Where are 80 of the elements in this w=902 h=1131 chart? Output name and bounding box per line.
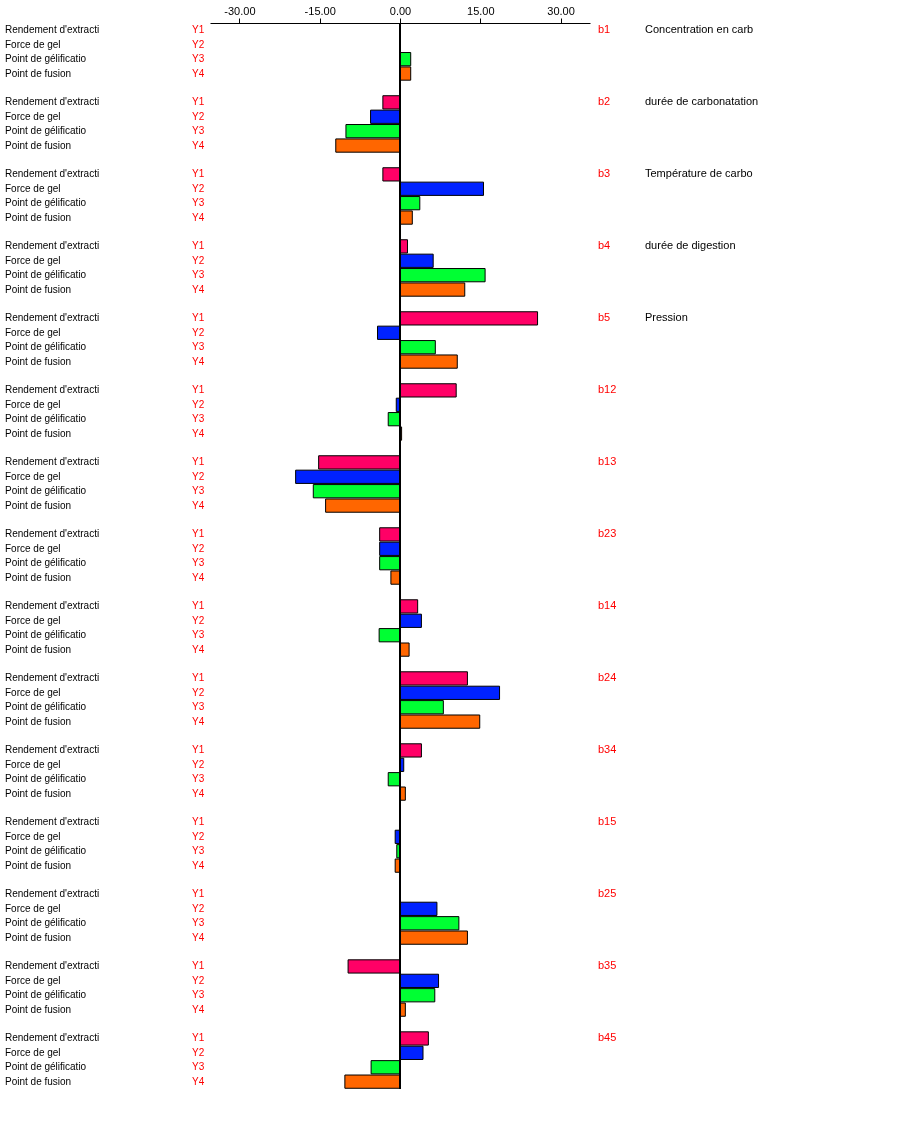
category-label: Point de fusion Y4 [5,355,205,367]
category-label: Rendement d'extracti Y1 [5,1032,205,1044]
text: b3 Température de carbo [598,167,753,180]
category-label: Force de gel Y2 [5,38,205,50]
category-label: Force de gel Y2 [5,902,205,914]
category-label: Force de gel Y2 [5,974,205,986]
category-label: Point de gélificatio Y3 [5,125,205,137]
text: b45 [598,1031,617,1044]
category-label: Point de fusion Y4 [5,787,205,799]
x-tick-label: -15.00 [304,4,336,17]
category-label: Rendement d'extracti Y1 [5,168,205,180]
text: b1 Concentration en carb [598,23,754,36]
text: b5 Pression [598,311,688,324]
category-label: Point de gélificatio Y3 [5,917,205,929]
category-label: Point de fusion Y4 [5,211,205,223]
category-label: Point de gélificatio Y3 [5,989,205,1001]
category-label: Point de fusion Y4 [5,499,205,511]
category-label: Rendement d'extracti Y1 [5,456,205,468]
category-label: Rendement d'extracti Y1 [5,528,205,540]
category-label: Force de gel Y2 [5,110,205,122]
category-label: Force de gel Y2 [5,254,205,266]
category-label: Force de gel Y2 [5,398,205,410]
category-label: Rendement d'extracti Y1 [5,888,205,900]
category-label: Rendement d'extracti Y1 [5,600,205,612]
category-label: Point de gélificatio Y3 [5,413,205,425]
category-label: Point de fusion Y4 [5,139,205,151]
text: b34 [598,743,617,756]
category-label: Force de gel Y2 [5,686,205,698]
category-label: Point de fusion Y4 [5,859,205,871]
text: b14 [598,599,617,612]
text: b15 [598,815,617,828]
category-label: Point de gélificatio Y3 [5,557,205,569]
category-label: Point de gélificatio Y3 [5,701,205,713]
category-label: Rendement d'extracti Y1 [5,384,205,396]
category-label: Point de fusion Y4 [5,1075,205,1087]
text: b13 [598,455,617,468]
text: b4 durée de digestion [598,239,736,252]
text: b24 [598,671,617,684]
category-label: Rendement d'extracti Y1 [5,744,205,756]
category-label: Point de gélificatio Y3 [5,485,205,497]
text: b2 durée de carbonatation [598,95,759,108]
category-label: Point de fusion Y4 [5,571,205,583]
x-tick-label: -30.00 [224,4,256,17]
category-label: Rendement d'extracti Y1 [5,240,205,252]
category-label: Point de fusion Y4 [5,931,205,943]
category-label: Point de gélificatio Y3 [5,269,205,281]
category-label: Point de fusion Y4 [5,643,205,655]
category-label: Point de gélificatio Y3 [5,197,205,209]
category-label: Point de fusion Y4 [5,67,205,79]
text: b25 [598,887,617,900]
category-label: Force de gel Y2 [5,830,205,842]
category-label: Point de gélificatio Y3 [5,341,205,353]
text: b35 [598,959,617,972]
category-label: Force de gel Y2 [5,758,205,770]
category-label: Point de gélificatio Y3 [5,773,205,785]
category-label: Point de fusion Y4 [5,1003,205,1015]
category-label: Force de gel Y2 [5,182,205,194]
x-tick-label: 30.00 [547,4,575,17]
category-label: Point de gélificatio Y3 [5,845,205,857]
category-label: Point de gélificatio Y3 [5,53,205,65]
category-label: Rendement d'extracti Y1 [5,312,205,324]
category-label: Force de gel Y2 [5,1046,205,1058]
category-label: Point de gélificatio Y3 [5,629,205,641]
category-label: Point de fusion Y4 [5,283,205,295]
category-label: Rendement d'extracti Y1 [5,96,205,108]
category-label: Point de fusion Y4 [5,427,205,439]
category-label: Rendement d'extracti Y1 [5,24,205,36]
text: b12 [598,383,617,396]
x-tick-label: 0.00 [389,4,412,17]
category-label: Force de gel Y2 [5,614,205,626]
category-label: Force de gel Y2 [5,326,205,338]
category-label: Rendement d'extracti Y1 [5,960,205,972]
category-label: Point de fusion Y4 [5,715,205,727]
category-label: Force de gel Y2 [5,542,205,554]
category-label: Rendement d'extracti Y1 [5,672,205,684]
text: b23 [598,527,617,540]
x-tick-label: 15.00 [467,4,495,17]
category-label: Point de gélificatio Y3 [5,1061,205,1073]
category-label: Rendement d'extracti Y1 [5,816,205,828]
category-label: Force de gel Y2 [5,470,205,482]
